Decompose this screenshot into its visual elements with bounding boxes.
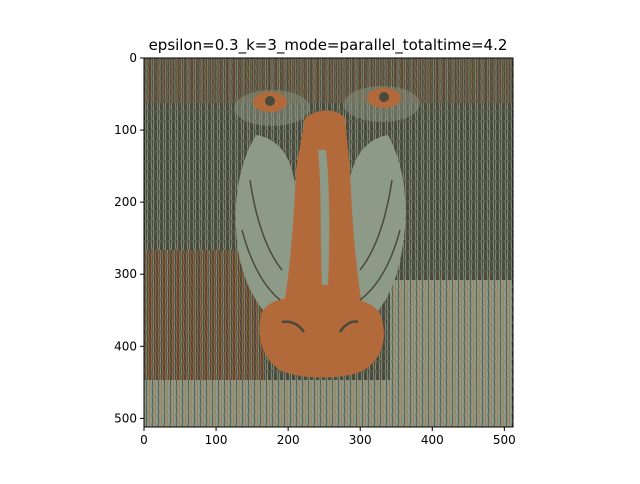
nose-ridge [318, 150, 330, 285]
axes-frame [143, 57, 514, 428]
x-tick-label: 300 [349, 433, 372, 447]
y-tick-label: 300 [114, 267, 137, 281]
x-tick-label: 100 [205, 433, 228, 447]
pupil-right [379, 92, 389, 102]
pupil-left [265, 96, 275, 106]
x-tick-label: 400 [421, 433, 444, 447]
y-tick-label: 400 [114, 339, 137, 353]
nostril-right [338, 320, 359, 333]
chart-title: epsilon=0.3_k=3_mode=parallel_totaltime=… [149, 36, 508, 55]
y-tick-label: 500 [114, 411, 137, 425]
cheek-right [344, 135, 406, 330]
nostril-left [281, 320, 306, 333]
x-tick-label: 500 [493, 433, 516, 447]
whisker-lines [241, 179, 401, 301]
fur-bottom-band [144, 380, 513, 427]
x-tick-label: 200 [277, 433, 300, 447]
image-area [144, 58, 513, 427]
y-tick-label: 200 [114, 195, 137, 209]
y-tick-label: 100 [114, 123, 137, 137]
x-axis: 0 100 200 300 400 500 [140, 427, 516, 447]
muzzle [259, 295, 384, 378]
fur-top-band [144, 58, 513, 103]
y-axis: 0 100 200 300 400 500 [114, 51, 144, 425]
x-tick-label: 0 [140, 433, 148, 447]
y-tick-label: 0 [129, 51, 137, 65]
